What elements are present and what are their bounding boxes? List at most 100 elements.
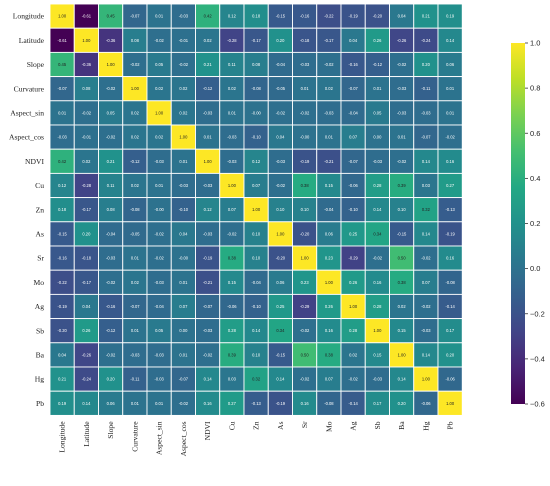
cell-value-label: 0.26 <box>325 304 334 309</box>
heatmap-cell <box>413 3 439 29</box>
cell-value-label: 0.00 <box>373 135 382 140</box>
cell-value-label: -0.00 <box>179 256 189 261</box>
cell-value-label: 0.38 <box>325 352 334 357</box>
heatmap-cell <box>340 390 366 416</box>
heatmap-cell <box>122 76 148 102</box>
cell-value-label: -0.04 <box>276 62 286 67</box>
cell-value-label: -0.22 <box>324 14 334 19</box>
cell-value-label: 0.10 <box>252 231 261 236</box>
cell-value-label: -0.02 <box>227 231 237 236</box>
heatmap-cell <box>340 293 366 320</box>
heatmap-cell <box>73 269 99 295</box>
cell-value-label: 0.17 <box>373 401 382 406</box>
cell-value-label: -0.07 <box>57 86 67 91</box>
cell-value-label: -0.02 <box>300 377 310 382</box>
cell-value-label: 0.08 <box>252 62 261 67</box>
cell-value-label: 0.01 <box>301 86 310 91</box>
heatmap-cell <box>292 245 318 271</box>
heatmap-cell <box>122 124 148 150</box>
cell-value-label: 0.08 <box>131 38 140 43</box>
cell-value-label: -0.03 <box>203 328 213 333</box>
heatmap-cell <box>195 293 221 320</box>
heatmap-cell <box>73 27 99 53</box>
cell-value-label: -0.04 <box>106 231 116 236</box>
heatmap-cell <box>73 51 99 78</box>
column-label: Aspect_cos <box>179 421 188 456</box>
cell-value-label: 0.12 <box>204 207 213 212</box>
cell-value-label: -0.02 <box>106 352 116 357</box>
heatmap-cell <box>122 318 148 344</box>
cell-value-label: 0.14 <box>446 38 455 43</box>
cell-value-label: 0.10 <box>252 352 261 357</box>
heatmap-cell <box>146 27 172 53</box>
cell-value-label: 1.00 <box>204 159 213 164</box>
cell-value-label: 1.00 <box>179 135 188 140</box>
cell-value-label: 0.08 <box>107 207 116 212</box>
colorbar-tick-label: −0.4 <box>530 354 545 363</box>
heatmap-cell <box>364 318 390 344</box>
cell-value-label: -0.15 <box>397 231 407 236</box>
cell-value-label: 0.27 <box>446 183 455 188</box>
cell-value-label: 0.27 <box>228 401 237 406</box>
cell-value-label: 0.14 <box>252 328 261 333</box>
heatmap-cell <box>195 197 221 223</box>
heatmap-cell <box>316 51 342 78</box>
cell-value-label: 0.04 <box>349 38 358 43</box>
cell-value-label: 0.02 <box>398 304 407 309</box>
heatmap-cell <box>98 366 124 392</box>
heatmap-cell <box>49 100 75 126</box>
cell-value-label: 0.10 <box>252 256 261 261</box>
heatmap-cell <box>340 342 366 368</box>
column-label: Sr <box>300 421 309 428</box>
cell-value-label: -0.02 <box>203 352 213 357</box>
heatmap-cell <box>316 269 342 295</box>
cell-value-label: 0.39 <box>398 183 407 188</box>
heatmap-cell <box>243 197 269 223</box>
cell-value-label: 0.28 <box>373 304 382 309</box>
cell-value-label: -0.15 <box>276 352 286 357</box>
cell-value-label: -0.10 <box>251 135 261 140</box>
cell-value-label: -0.07 <box>130 304 140 309</box>
cell-value-label: 0.32 <box>252 377 261 382</box>
cell-value-label: 1.00 <box>131 86 140 91</box>
heatmap-cell <box>49 269 75 295</box>
cell-value-label: 0.23 <box>325 256 334 261</box>
heatmap-cell <box>292 318 318 344</box>
row-label: Slope <box>27 60 45 69</box>
cell-value-label: -0.17 <box>82 207 92 212</box>
heatmap-cell <box>316 342 342 368</box>
cell-value-label: 0.02 <box>131 135 140 140</box>
heatmap-cell <box>243 269 269 295</box>
heatmap-cell <box>267 100 293 126</box>
cell-value-label: -0.13 <box>445 207 455 212</box>
heatmap-cell <box>195 269 221 295</box>
column-label: Ba <box>397 421 406 430</box>
cell-value-label: -0.03 <box>154 159 164 164</box>
cell-value-label: -0.02 <box>397 62 407 67</box>
heatmap-cell <box>292 342 318 368</box>
heatmap-cell <box>98 51 124 78</box>
cell-value-label: 0.02 <box>325 86 334 91</box>
row-label: NDVI <box>25 157 44 166</box>
heatmap-cell <box>437 172 463 199</box>
cell-value-label: 0.20 <box>422 62 431 67</box>
cell-value-label: -0.12 <box>130 159 140 164</box>
cell-value-label: 1.00 <box>228 183 237 188</box>
cell-value-label: 0.25 <box>349 231 358 236</box>
cell-value-label: -0.02 <box>82 110 92 115</box>
cell-value-label: 0.28 <box>228 328 237 333</box>
cell-value-label: 0.34 <box>373 231 382 236</box>
cell-value-label: 0.38 <box>228 256 237 261</box>
heatmap-cell <box>340 124 366 150</box>
cell-value-label: 0.18 <box>252 14 261 19</box>
heatmap-cell <box>73 124 99 150</box>
heatmap-cell <box>49 366 75 392</box>
heatmap-cell <box>389 51 415 78</box>
cell-value-label: -0.12 <box>203 86 213 91</box>
cell-value-label: 0.12 <box>228 14 237 19</box>
cell-value-label: -0.15 <box>57 231 67 236</box>
heatmap-cell <box>122 100 148 126</box>
cell-value-label: 1.00 <box>325 280 334 285</box>
column-label: Curvature <box>130 421 139 452</box>
cell-value-label: -0.02 <box>179 62 189 67</box>
